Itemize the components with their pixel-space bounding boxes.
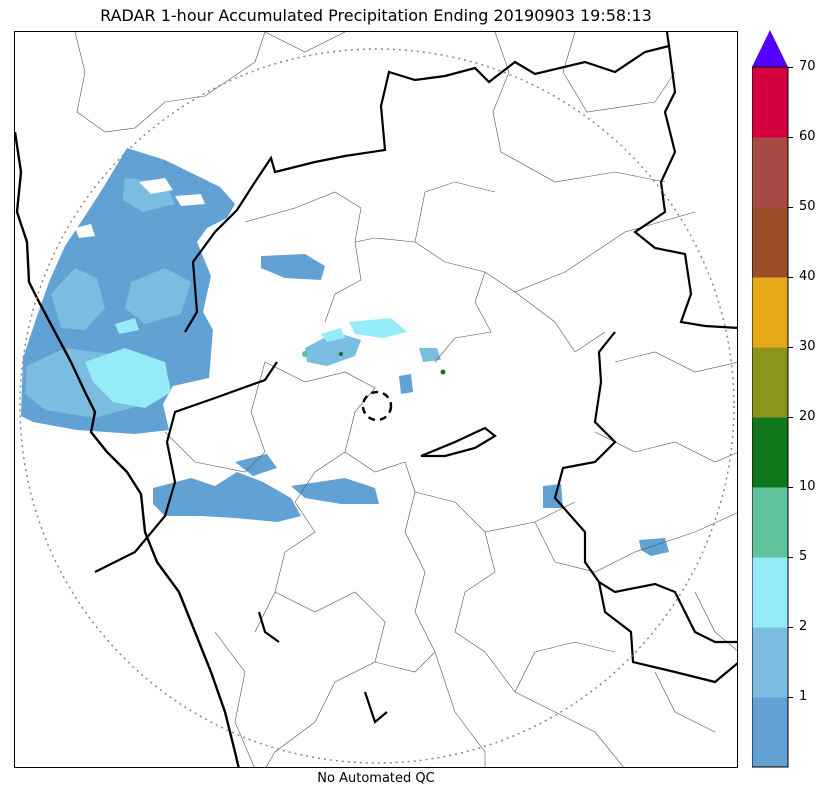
colorbar-tick-label: 20 [799, 409, 816, 424]
colorbar-tick [788, 417, 793, 418]
radar-map [14, 31, 738, 768]
colorbar-band-30-40 [752, 277, 788, 348]
colorbar-band-20-30 [752, 347, 788, 418]
colorbar-band-0-1 [752, 697, 788, 768]
precip-band-south [153, 254, 669, 556]
colorbar-band-10-20 [752, 417, 788, 488]
state-borders [94, 32, 737, 724]
radar-range-ring [19, 48, 735, 764]
colorbar-band-60-70 [752, 67, 788, 138]
radar-site-marker [361, 390, 393, 422]
coastline [15, 131, 240, 767]
colorbar-band-50-60 [752, 137, 788, 208]
colorbar-band-40-50 [752, 207, 788, 278]
colorbar-tick [788, 347, 793, 348]
colorbar-tick [788, 67, 793, 68]
colorbar-tick-label: 1 [799, 689, 808, 704]
colorbar-tick [788, 557, 793, 558]
district-boundaries [74, 32, 737, 767]
precip-area-west [21, 148, 235, 434]
precip-scattered-cells [302, 318, 446, 375]
colorbar-band-5-10 [752, 487, 788, 558]
colorbar-tick-label: 40 [799, 269, 816, 284]
radar-map-canvas [15, 32, 737, 767]
precipitation-colorbar [752, 30, 789, 768]
colorbar-tick-label: 60 [799, 129, 816, 144]
colorbar-band-2-5 [752, 557, 788, 628]
colorbar-tick-label: 10 [799, 479, 816, 494]
plot-title: RADAR 1-hour Accumulated Precipitation E… [100, 6, 652, 25]
colorbar-tick [788, 697, 793, 698]
colorbar-tick [788, 627, 793, 628]
colorbar-tick-label: 5 [799, 549, 808, 564]
colorbar-extend-arrow [752, 30, 788, 67]
colorbar-bands [752, 67, 788, 768]
colorbar-tick-label: 30 [799, 339, 816, 354]
colorbar-tick [788, 487, 793, 488]
colorbar-tick-label: 70 [799, 59, 816, 74]
colorbar-tick-label: 50 [799, 199, 816, 214]
colorbar-tick [788, 137, 793, 138]
colorbar-tick [788, 277, 793, 278]
colorbar-tick-label: 2 [799, 619, 808, 634]
qc-note: No Automated QC [317, 771, 435, 786]
colorbar-band-1-2 [752, 627, 788, 698]
colorbar-tick [788, 207, 793, 208]
